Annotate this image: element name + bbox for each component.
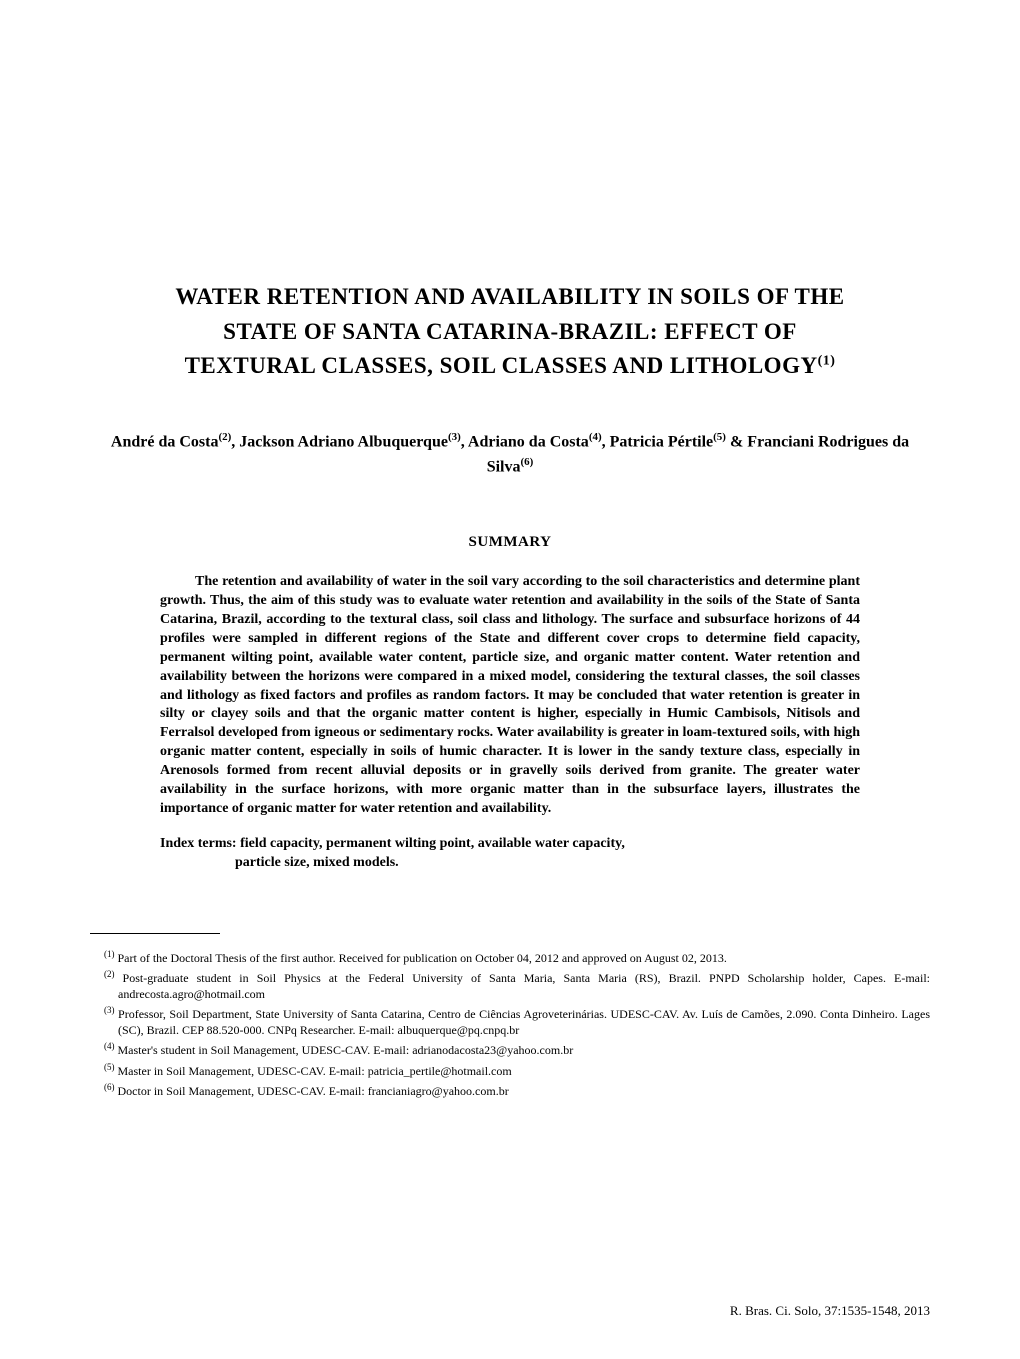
index-terms-line2: particle size, mixed models. [160,854,860,873]
footnote-2: (2) Post-graduate student in Soil Physic… [90,968,930,1002]
footnote-4-text: Master's student in Soil Management, UDE… [115,1043,574,1057]
title-sup: (1) [818,353,836,368]
author-4: , Patricia Pértile [602,433,714,450]
title-line-2: STATE OF SANTA CATARINA-BRAZIL: EFFECT O… [223,319,797,344]
footnote-5: (5) Master in Soil Management, UDESC-CAV… [90,1061,930,1079]
footnote-3-text: Professor, Soil Department, State Univer… [115,1007,931,1037]
footnote-2-sup: (2) [104,969,115,979]
author-2-sup: (3) [448,431,461,443]
author-1: André da Costa [111,433,219,450]
footnote-1-text: Part of the Doctoral Thesis of the first… [115,951,727,965]
footnote-6: (6) Doctor in Soil Management, UDESC-CAV… [90,1081,930,1099]
summary-heading: SUMMARY [90,534,930,551]
footnotes-rule [90,933,220,934]
footnote-6-text: Doctor in Soil Management, UDESC-CAV. E-… [115,1084,509,1098]
author-5-sup: (6) [520,456,533,468]
index-terms-line1: field capacity, permanent wilting point,… [240,836,625,851]
title-line-1: WATER RETENTION AND AVAILABILITY IN SOIL… [175,284,844,309]
article-title: WATER RETENTION AND AVAILABILITY IN SOIL… [90,280,930,384]
footnote-5-sup: (5) [104,1062,115,1072]
author-3: , Adriano da Costa [461,433,589,450]
footnote-4: (4) Master's student in Soil Management,… [90,1040,930,1058]
abstract-text: The retention and availability of water … [90,573,930,819]
index-terms-label: Index terms: [160,836,240,851]
authors-line: André da Costa(2), Jackson Adriano Albuq… [90,429,930,480]
footnotes-block: (1) Part of the Doctoral Thesis of the f… [90,948,930,1100]
footnote-1-sup: (1) [104,949,115,959]
author-3-sup: (4) [589,431,602,443]
journal-footer: R. Bras. Ci. Solo, 37:1535-1548, 2013 [730,1303,930,1319]
footnote-3-sup: (3) [104,1005,115,1015]
footnote-1: (1) Part of the Doctoral Thesis of the f… [90,948,930,966]
author-2: , Jackson Adriano Albuquerque [231,433,448,450]
author-4-sup: (5) [713,431,726,443]
footnote-5-text: Master in Soil Management, UDESC-CAV. E-… [115,1064,512,1078]
index-terms: Index terms: field capacity, permanent w… [90,835,930,873]
footnote-4-sup: (4) [104,1041,115,1051]
title-line-3: TEXTURAL CLASSES, SOIL CLASSES AND LITHO… [185,353,818,378]
footnote-2-text: Post-graduate student in Soil Physics at… [115,971,931,1001]
footnote-3: (3) Professor, Soil Department, State Un… [90,1004,930,1038]
footnote-6-sup: (6) [104,1082,115,1092]
author-1-sup: (2) [218,431,231,443]
